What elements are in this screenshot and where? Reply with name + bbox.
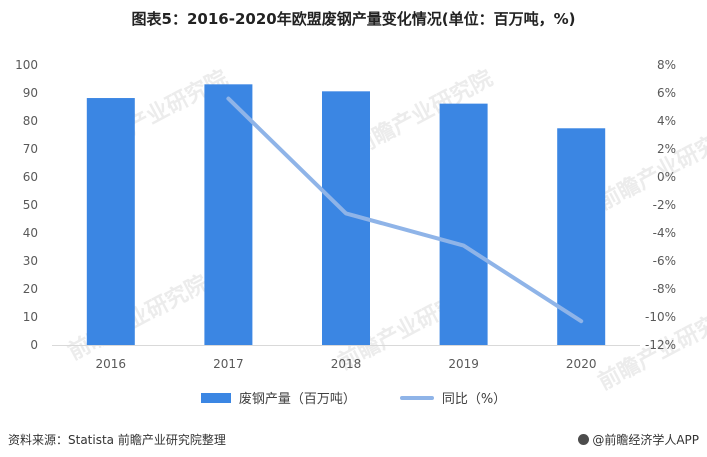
right-tick-label: 4%	[657, 114, 676, 128]
left-tick-label: 50	[23, 198, 38, 212]
bar	[439, 103, 488, 345]
left-tick-label: 20	[23, 282, 38, 296]
legend-item-line: 同比（%）	[399, 388, 507, 407]
left-tick-label: 80	[23, 114, 38, 128]
right-tick-label: -8%	[653, 282, 676, 296]
line-path	[226, 96, 584, 324]
brand-logo-icon	[578, 434, 590, 445]
footer: 资料来源：Statista 前瞻产业研究院整理 @前瞻经济学人APP	[0, 427, 707, 447]
right-tick-label: 6%	[657, 86, 676, 100]
right-tick-label: -10%	[645, 310, 676, 324]
x-tick-label: 2018	[331, 357, 362, 371]
legend-label-bar: 废钢产量（百万吨）	[238, 392, 356, 407]
right-tick-label: -12%	[645, 338, 676, 352]
right-axis-ticks: -12% -10% -8% -6% -4% -2% 0% 2% 4% 6% 8%	[645, 58, 676, 352]
x-tick-label: 2019	[448, 357, 479, 371]
bar	[204, 84, 253, 345]
left-tick-label: 60	[23, 170, 38, 184]
bar	[86, 98, 135, 345]
right-tick-label: -2%	[653, 198, 676, 212]
x-tick-label: 2020	[566, 357, 597, 371]
legend-item-bar: 废钢产量（百万吨）	[200, 388, 356, 407]
legend-label-line: 同比（%）	[441, 392, 507, 407]
chart-title: 图表5：2016-2020年欧盟废钢产量变化情况(单位：百万吨，%)	[131, 10, 576, 28]
legend: 废钢产量（百万吨） 同比（%）	[0, 388, 707, 407]
left-tick-label: 100	[15, 58, 38, 72]
x-tick-label: 2017	[213, 357, 244, 371]
legend-swatch-line	[399, 395, 434, 400]
right-tick-label: 0%	[657, 170, 676, 184]
left-tick-label: 0	[30, 338, 38, 352]
right-tick-label: -6%	[653, 254, 676, 268]
right-tick-label: 8%	[657, 58, 676, 72]
left-tick-label: 70	[23, 142, 38, 156]
x-axis-labels: 2016 2017 2018 2019 2020	[96, 357, 597, 371]
left-tick-label: 90	[23, 86, 38, 100]
source-note: 资料来源：Statista 前瞻产业研究院整理	[8, 433, 226, 447]
left-axis-ticks: 0 10 20 30 40 50 60 70 80 90 100	[15, 58, 38, 352]
right-tick-label: -4%	[653, 226, 676, 240]
left-tick-label: 10	[23, 310, 38, 324]
left-tick-label: 30	[23, 254, 38, 268]
left-tick-label: 40	[23, 226, 38, 240]
brand-text: @前瞻经济学人APP	[592, 433, 699, 447]
chart: 0 10 20 30 40 50 60 70 80 90 100 -12% -10% -8% -6% -4%…	[15, 58, 676, 371]
x-tick-label: 2016	[96, 357, 127, 371]
legend-swatch-bar	[200, 392, 231, 403]
right-tick-label: 2%	[657, 142, 676, 156]
line-series	[226, 96, 584, 324]
brand-credit: @前瞻经济学人APP	[578, 431, 699, 448]
